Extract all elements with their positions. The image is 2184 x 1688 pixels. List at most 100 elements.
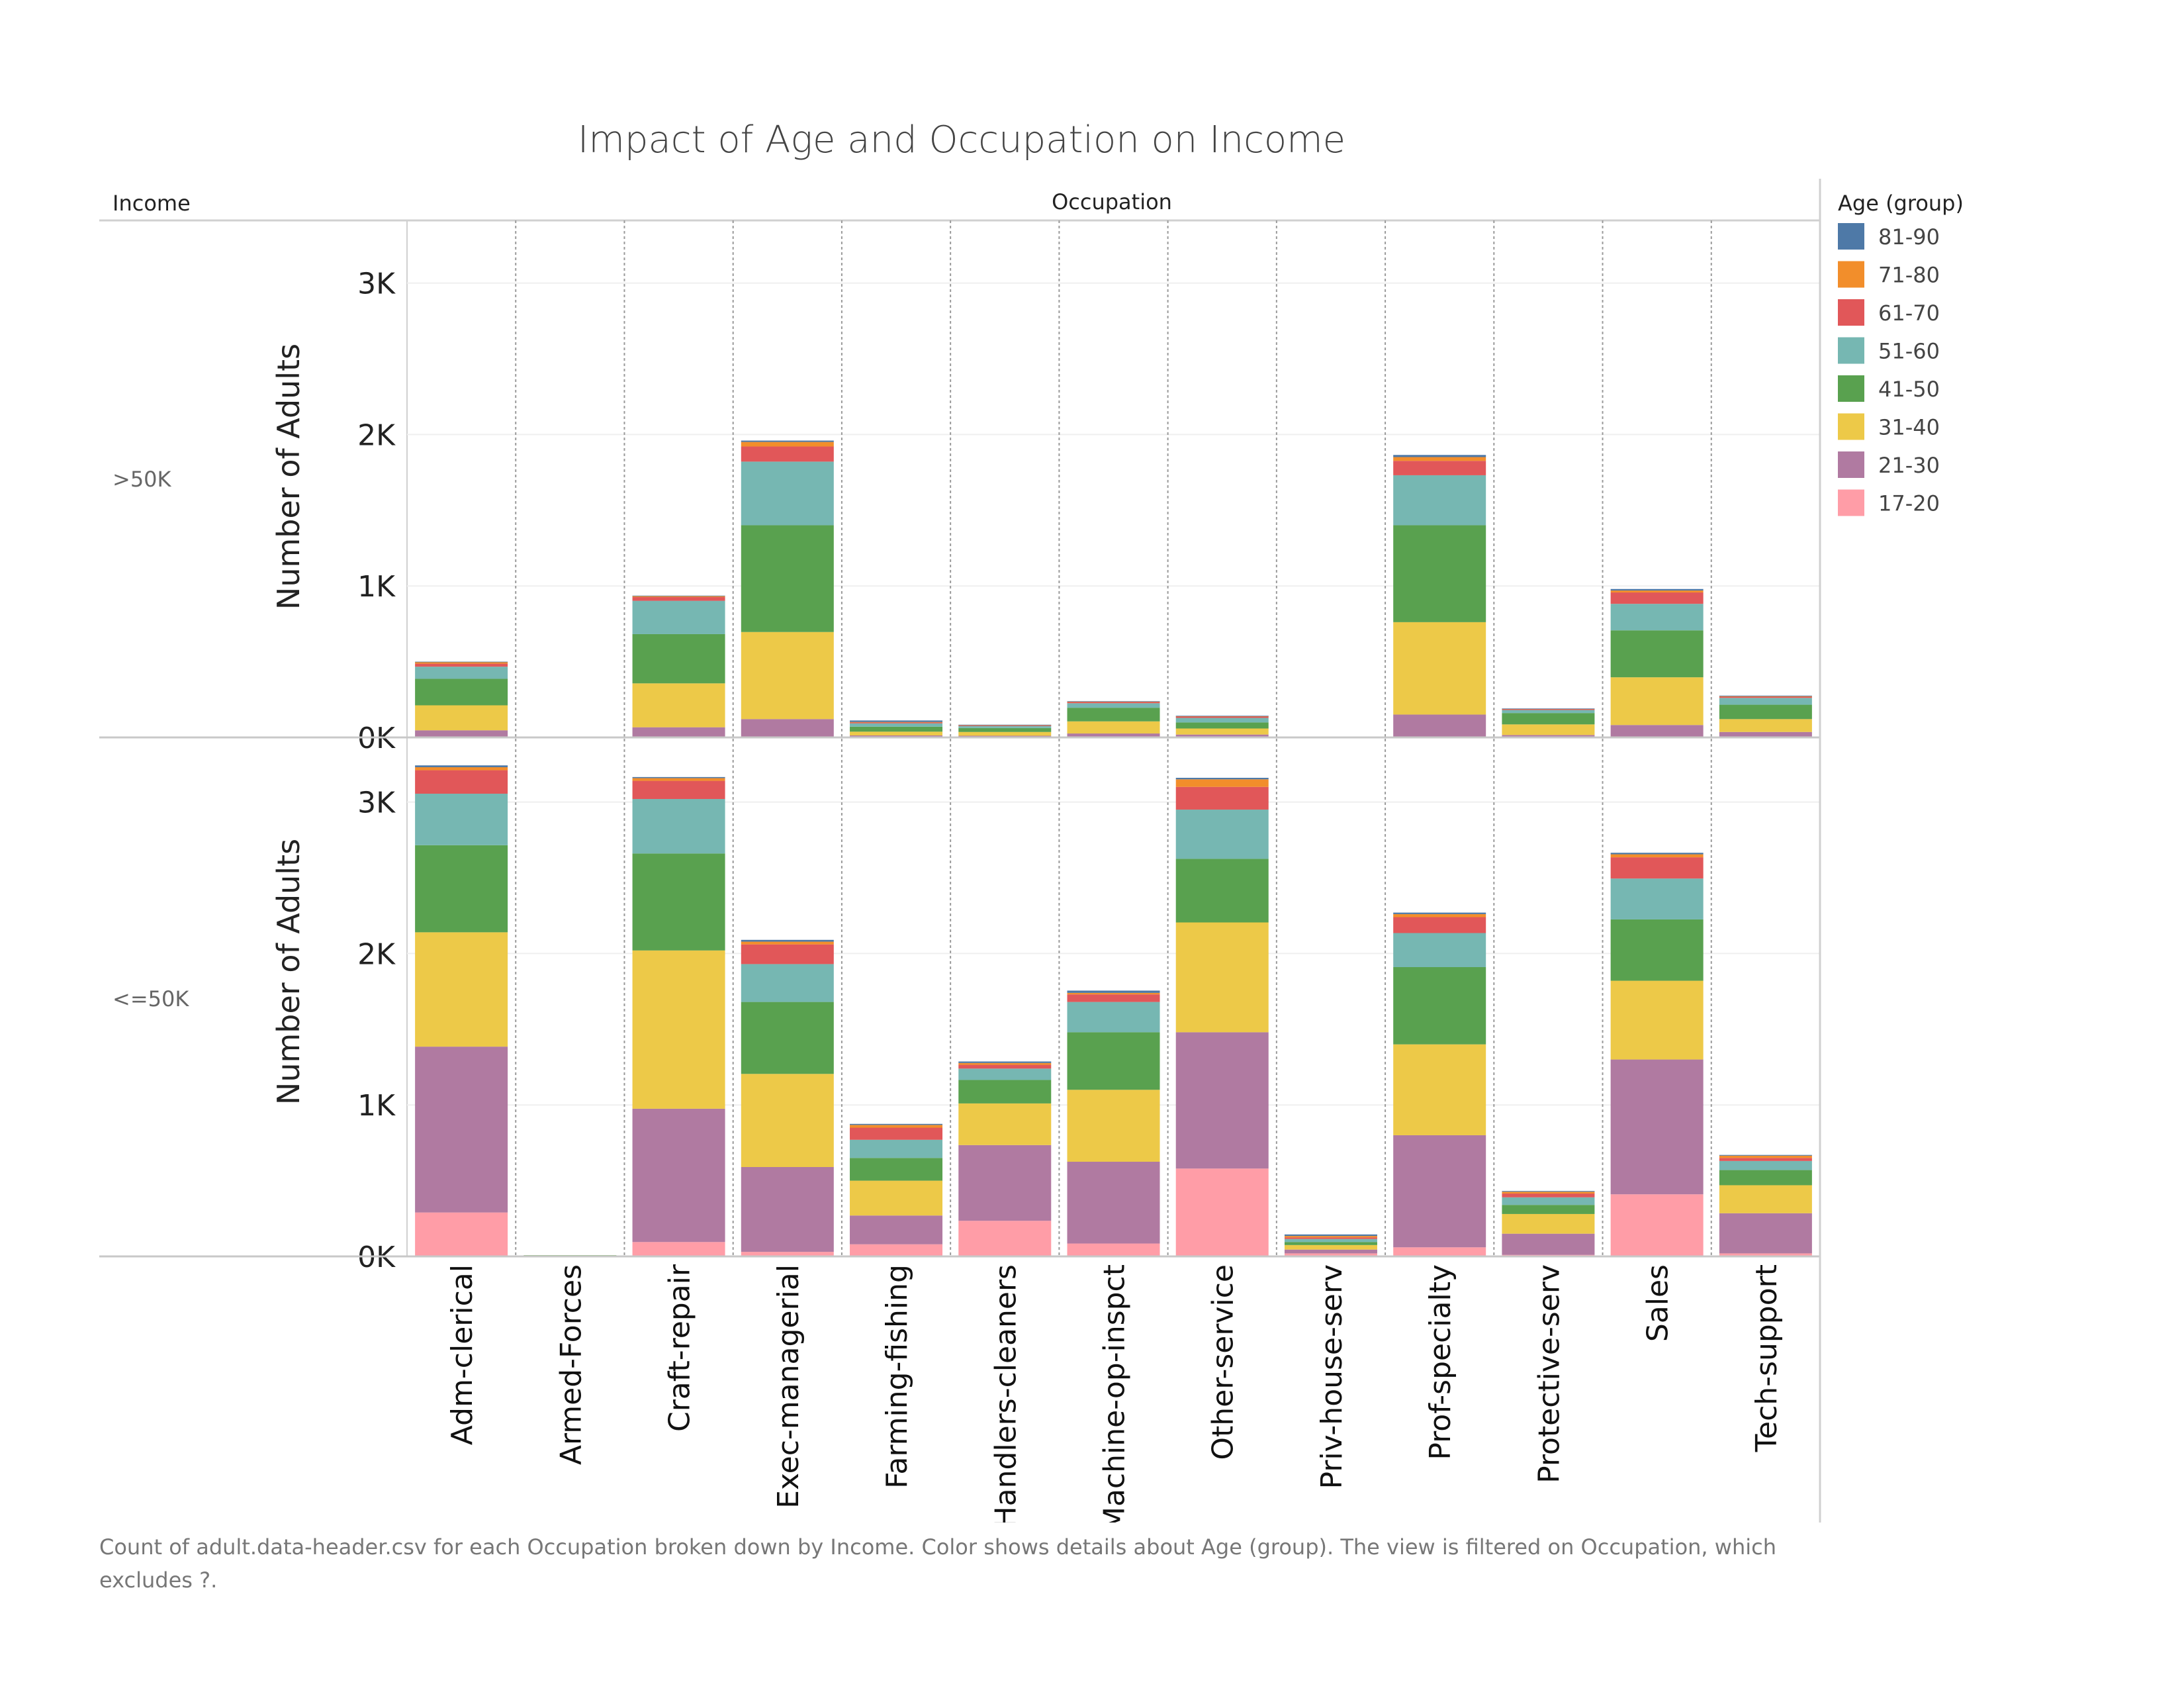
bar-segment-gt50k-exec-managerial-81-90 xyxy=(741,440,834,442)
bar-segment-le50k-tech-support-71-80 xyxy=(1719,1155,1812,1158)
legend-swatch-17-20 xyxy=(1838,489,1864,516)
bar-segment-le50k-tech-support-61-70 xyxy=(1719,1158,1812,1161)
x-category-label-sales: Sales xyxy=(1641,1264,1675,1342)
chart-title: Impact of Age and Occupation on Income xyxy=(578,118,1345,162)
legend-swatch-71-80 xyxy=(1838,261,1864,288)
bar-segment-le50k-handlers-cleaners-61-70 xyxy=(958,1064,1052,1069)
bar-segment-gt50k-sales-41-50 xyxy=(1610,630,1704,678)
bar-segment-le50k-machine-op-inspct-81-90 xyxy=(1067,990,1160,993)
bar-segment-gt50k-other-service-61-70 xyxy=(1175,716,1269,718)
bar-segment-le50k-tech-support-17-20 xyxy=(1719,1253,1812,1256)
bar-segment-le50k-prof-specialty-51-60 xyxy=(1393,933,1486,967)
x-category-label-exec-managerial: Exec-managerial xyxy=(772,1264,805,1509)
bar-segment-le50k-sales-81-90 xyxy=(1610,853,1704,855)
bar-segment-gt50k-farming-fishing-61-70 xyxy=(850,722,943,724)
bar-segment-le50k-farming-fishing-31-40 xyxy=(850,1180,943,1216)
bar-segment-le50k-sales-31-40 xyxy=(1610,980,1704,1060)
bar-segment-le50k-protective-serv-81-90 xyxy=(1502,1191,1595,1192)
bar-segment-gt50k-protective-serv-21-30 xyxy=(1502,735,1595,737)
bar-segment-le50k-exec-managerial-31-40 xyxy=(741,1074,834,1168)
legend-label-21-30: 21-30 xyxy=(1878,453,1940,478)
x-category-label-other-service: Other-service xyxy=(1206,1264,1240,1460)
legend-label-17-20: 17-20 xyxy=(1878,491,1940,516)
y-axis-title-le50k: Number of Adults xyxy=(271,839,306,1105)
y-tick-label-gt50k-3000: 3K xyxy=(357,267,396,301)
bar-segment-le50k-machine-op-inspct-71-80 xyxy=(1067,992,1160,995)
bar-segment-gt50k-other-service-51-60 xyxy=(1175,718,1269,723)
bar-segment-le50k-tech-support-21-30 xyxy=(1719,1213,1812,1254)
bar-segment-le50k-priv-house-serv-51-60 xyxy=(1284,1239,1377,1243)
legend-title: Age (group) xyxy=(1838,191,1964,216)
row-label-gt50k: >50K xyxy=(113,467,172,492)
x-category-label-tech-support: Tech-support xyxy=(1750,1264,1784,1452)
bar-segment-le50k-other-service-21-30 xyxy=(1175,1032,1269,1169)
bar-segment-gt50k-exec-managerial-61-70 xyxy=(741,446,834,462)
bar-segment-le50k-other-service-71-80 xyxy=(1175,779,1269,787)
bar-segment-gt50k-adm-clerical-61-70 xyxy=(415,663,508,667)
bar-segment-gt50k-exec-managerial-71-80 xyxy=(741,442,834,447)
bar-segment-gt50k-craft-repair-21-30 xyxy=(632,727,725,737)
bar-segment-gt50k-prof-specialty-21-30 xyxy=(1393,714,1486,737)
bar-segment-gt50k-farming-fishing-51-60 xyxy=(850,723,943,727)
legend-swatch-51-60 xyxy=(1838,337,1864,364)
bar-segment-le50k-sales-71-80 xyxy=(1610,854,1704,858)
bar-segment-gt50k-farming-fishing-71-80 xyxy=(850,722,943,723)
bar-segment-le50k-adm-clerical-31-40 xyxy=(415,932,508,1047)
row-header-income: Income xyxy=(113,191,191,216)
bar-segment-le50k-protective-serv-41-50 xyxy=(1502,1205,1595,1214)
bar-segment-le50k-other-service-41-50 xyxy=(1175,859,1269,923)
y-axis-title-gt50k: Number of Adults xyxy=(271,344,306,610)
x-category-label-armed-forces: Armed-Forces xyxy=(554,1264,588,1465)
bar-segment-le50k-other-service-17-20 xyxy=(1175,1168,1269,1256)
bar-segment-gt50k-tech-support-31-40 xyxy=(1719,719,1812,732)
bar-segment-le50k-tech-support-51-60 xyxy=(1719,1160,1812,1170)
bar-segment-gt50k-farming-fishing-81-90 xyxy=(850,720,943,722)
bar-segment-le50k-sales-21-30 xyxy=(1610,1059,1704,1195)
bar-segment-gt50k-adm-clerical-31-40 xyxy=(415,705,508,731)
bar-segment-gt50k-craft-repair-51-60 xyxy=(632,600,725,634)
bar-segment-le50k-adm-clerical-61-70 xyxy=(415,770,508,794)
legend: Age (group) 81-90 71-80 61-70 51-60 41-50 31-4… xyxy=(1838,191,1964,516)
y-tick-label-le50k-2000: 2K xyxy=(357,937,396,971)
bar-segment-gt50k-other-service-41-50 xyxy=(1175,722,1269,729)
chart-caption: Count of adult.data-header.csv for each … xyxy=(99,1534,1776,1593)
bar-segment-le50k-prof-specialty-81-90 xyxy=(1393,912,1486,914)
bar-segment-gt50k-protective-serv-31-40 xyxy=(1502,724,1595,735)
legend-label-41-50: 41-50 xyxy=(1878,377,1940,402)
x-category-label-prof-specialty: Prof-specialty xyxy=(1424,1264,1457,1460)
bar-segment-gt50k-handlers-cleaners-41-50 xyxy=(958,727,1052,732)
column-header-occupation: Occupation xyxy=(1052,189,1172,214)
bar-segment-gt50k-protective-serv-51-60 xyxy=(1502,710,1595,714)
bar-segment-gt50k-craft-repair-71-80 xyxy=(632,596,725,597)
bar-segment-le50k-craft-repair-61-70 xyxy=(632,780,725,800)
legend-swatch-41-50 xyxy=(1838,375,1864,402)
bar-segment-le50k-handlers-cleaners-21-30 xyxy=(958,1145,1052,1221)
bar-segment-le50k-handlers-cleaners-31-40 xyxy=(958,1103,1052,1145)
bar-segment-le50k-craft-repair-71-80 xyxy=(632,778,725,781)
bar-segment-le50k-craft-repair-21-30 xyxy=(632,1108,725,1243)
legend-swatch-81-90 xyxy=(1838,223,1864,250)
bar-segment-le50k-machine-op-inspct-21-30 xyxy=(1067,1162,1160,1244)
bar-segment-le50k-prof-specialty-41-50 xyxy=(1393,966,1486,1045)
bar-segment-gt50k-tech-support-71-80 xyxy=(1719,696,1812,697)
bar-segment-gt50k-craft-repair-41-50 xyxy=(632,633,725,684)
legend-label-31-40: 31-40 xyxy=(1878,415,1940,440)
x-category-label-machine-op-inspct: Machine-op-inspct xyxy=(1098,1264,1132,1523)
bar-segment-gt50k-protective-serv-81-90 xyxy=(1502,708,1595,710)
bar-segment-gt50k-sales-61-70 xyxy=(1610,592,1704,604)
bar-segment-le50k-priv-house-serv-71-80 xyxy=(1284,1236,1377,1238)
bar-segment-le50k-other-service-31-40 xyxy=(1175,922,1269,1033)
bar-segment-gt50k-adm-clerical-21-30 xyxy=(415,730,508,737)
bar-segment-gt50k-sales-21-30 xyxy=(1610,725,1704,737)
bar-segment-le50k-adm-clerical-41-50 xyxy=(415,845,508,933)
bar-segment-le50k-farming-fishing-51-60 xyxy=(850,1139,943,1158)
bar-segment-gt50k-tech-support-51-60 xyxy=(1719,698,1812,705)
bar-segment-gt50k-adm-clerical-71-80 xyxy=(415,661,508,664)
bar-segment-le50k-handlers-cleaners-17-20 xyxy=(958,1221,1052,1256)
legend-swatch-31-40 xyxy=(1838,413,1864,440)
bar-segment-gt50k-prof-specialty-71-80 xyxy=(1393,457,1486,461)
bar-segment-le50k-exec-managerial-71-80 xyxy=(741,941,834,945)
bar-segment-le50k-priv-house-serv-81-90 xyxy=(1284,1234,1377,1237)
bar-segment-gt50k-craft-repair-61-70 xyxy=(632,596,725,601)
bar-segment-le50k-craft-repair-51-60 xyxy=(632,799,725,854)
